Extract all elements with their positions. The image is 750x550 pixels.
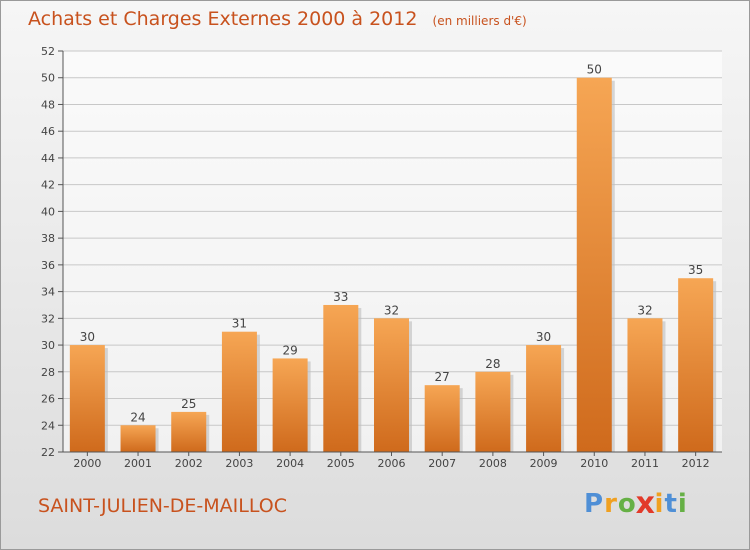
value-label: 35 (688, 263, 703, 277)
x-tick-label: 2006 (378, 457, 406, 470)
y-tick-label: 44 (41, 152, 55, 165)
bar-2000 (69, 345, 105, 452)
y-tick-label: 38 (41, 232, 55, 245)
value-label: 32 (384, 303, 399, 317)
y-tick-label: 48 (41, 98, 55, 111)
chart-unit: (en milliers d'€) (432, 14, 527, 28)
logo-letter: x (635, 486, 656, 522)
bar-2008 (475, 371, 511, 452)
bar-2006 (374, 318, 409, 452)
x-tick-label: 2001 (124, 457, 152, 470)
x-tick-label: 2007 (428, 457, 456, 470)
x-tick-label: 2004 (276, 457, 304, 470)
x-tick-label: 2011 (631, 457, 659, 470)
value-label: 30 (536, 330, 551, 344)
bar-2007 (424, 385, 460, 452)
x-tick-label: 2009 (530, 457, 558, 470)
x-tick-label: 2000 (73, 457, 101, 470)
y-tick-label: 24 (41, 419, 55, 432)
logo-letter: t (664, 489, 678, 519)
bar-2001 (120, 425, 156, 452)
logo-letter: i (654, 489, 665, 519)
y-tick-label: 26 (41, 393, 55, 406)
logo-letter: i (677, 489, 688, 519)
bar-2003 (221, 331, 257, 452)
x-tick-label: 2005 (327, 457, 355, 470)
y-tick-label: 32 (41, 312, 55, 325)
bar-2010 (576, 77, 612, 452)
y-tick-label: 52 (41, 45, 55, 58)
value-label: 28 (485, 357, 500, 371)
bar-2011 (627, 318, 663, 452)
value-label: 32 (637, 303, 652, 317)
axis-layer: 22 24 26 28 30 32 34 36 38 40 42 44 46 48 50 52 2000 2001… (41, 45, 722, 470)
value-label: 29 (282, 343, 297, 357)
logo-letter: r (604, 489, 618, 519)
value-label: 33 (333, 290, 348, 304)
value-label: 24 (130, 410, 145, 424)
y-tick-label: 36 (41, 259, 55, 272)
bar-2012 (678, 278, 714, 452)
x-tick-label: 2010 (580, 457, 608, 470)
y-tick-label: 22 (41, 446, 55, 459)
bar-2005 (323, 304, 359, 452)
logo-letter: o (617, 489, 637, 519)
bar-2009 (526, 345, 562, 452)
x-tick-label: 2008 (479, 457, 507, 470)
value-label: 30 (80, 330, 95, 344)
proxiti-logo: Proxiti (584, 486, 688, 522)
y-tick-label: 42 (41, 179, 55, 192)
commune-name: SAINT-JULIEN-DE-MAILLOC (38, 495, 287, 517)
y-tick-label: 28 (41, 366, 55, 379)
x-tick-label: 2002 (175, 457, 203, 470)
chart-title: Achats et Charges Externes 2000 à 2012 (28, 8, 418, 30)
bar-2002 (171, 411, 207, 452)
y-tick-label: 46 (41, 125, 55, 138)
logo-letter: P (584, 489, 605, 519)
x-tick-label: 2003 (225, 457, 253, 470)
bar-layer: 30 24 25 31 29 33 32 27 28 30 50 32 35 (69, 63, 717, 452)
y-tick-label: 40 (41, 205, 55, 218)
title-row: Achats et Charges Externes 2000 à 2012 (… (28, 8, 527, 30)
bar-2004 (272, 358, 308, 452)
value-label: 50 (587, 63, 602, 77)
y-tick-label: 50 (41, 72, 55, 85)
y-tick-label: 34 (41, 286, 55, 299)
y-tick-label: 30 (41, 339, 55, 352)
value-label: 31 (232, 317, 247, 331)
value-label: 25 (181, 397, 196, 411)
value-label: 27 (435, 370, 450, 384)
x-tick-label: 2012 (682, 457, 710, 470)
